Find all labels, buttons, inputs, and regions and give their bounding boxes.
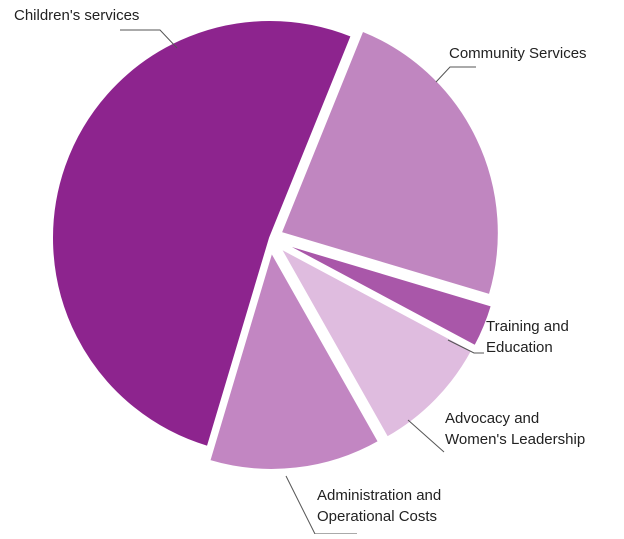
leader-line-4 — [120, 29, 178, 49]
slice-label-3: Administration and Operational Costs — [317, 487, 441, 525]
leader-line-0 — [435, 66, 476, 83]
leader-line-3 — [285, 475, 357, 535]
pie-slice-3 — [208, 250, 380, 471]
slice-label-0: Community Services — [449, 45, 587, 62]
leader-line-2 — [407, 419, 445, 453]
pie-slice-1 — [281, 242, 493, 348]
slice-label-2: Advocacy and Women's Leadership — [445, 410, 585, 448]
pie-slice-0 — [279, 29, 500, 297]
slice-label-4: Children's services — [14, 7, 139, 24]
pie-slice-4 — [50, 19, 353, 448]
pie-slice-2 — [279, 246, 474, 439]
leader-line-1 — [447, 339, 484, 354]
slice-label-1: Training and Education — [486, 318, 569, 356]
